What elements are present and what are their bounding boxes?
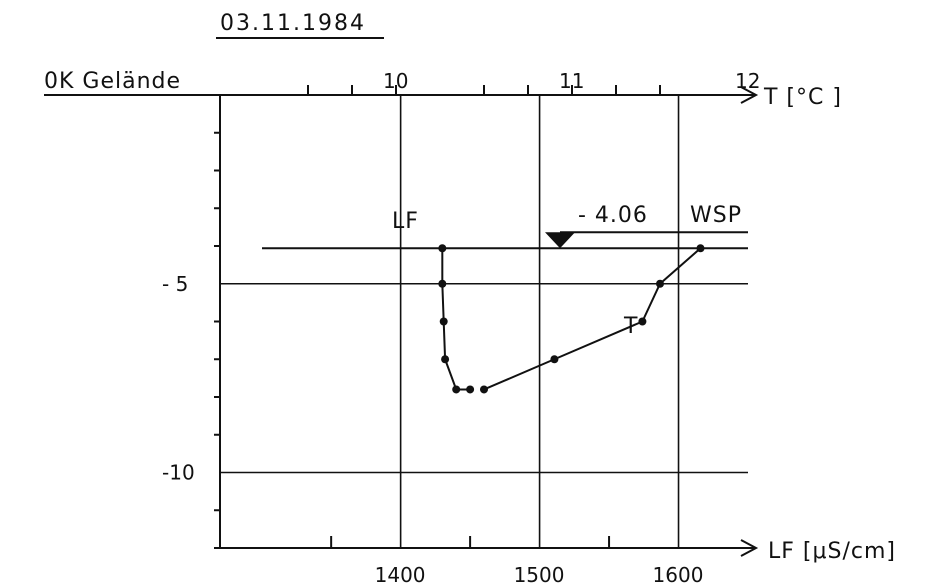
x-bottom-tick-label: 1500 [514,563,565,587]
data-point-t [656,279,664,288]
series-line-t [483,247,702,391]
chart-date: 03.11.1984 [220,11,366,36]
x-top-tick-label: 10 [383,69,408,93]
x-bottom-axis-label: LF [μS/cm] [768,539,896,564]
x-bottom-axis-arrow [740,539,759,557]
x-bottom-tick-label: 1600 [653,563,704,587]
x-top-axis-label: T [°C ] [763,85,842,110]
y-tick-label: - 5 [162,272,188,296]
x-top-tick-label: 12 [735,69,760,93]
data-point-lf [441,355,450,364]
x-bottom-tick-label: 1400 [375,563,426,587]
data-point-lf [438,279,447,288]
data-point-lf [438,244,447,253]
data-point-t [550,355,559,364]
series-layer [438,244,705,394]
y-tick-label: -10 [162,461,195,485]
x-top-tick-label: 11 [559,69,584,93]
data-point-t [480,385,488,394]
grid-lines [220,95,748,548]
data-point-lf [452,385,461,394]
water-level-marker [545,232,575,249]
data-point-lf [466,385,475,394]
water-level-label: WSP [690,203,742,228]
series-label-lf: LF [392,209,419,234]
data-point-t [638,317,647,326]
series-label-t: T [623,314,638,339]
data-point-lf [439,317,448,326]
data-point-t [696,244,705,253]
x-top-axis-arrow [740,86,759,104]
y-axis-label: 0K Gelände [44,69,181,94]
chart-frame: 10 11 12 1400 1500 1600 - 5 -10 [44,69,760,587]
water-level-value: - 4.06 [578,203,648,228]
